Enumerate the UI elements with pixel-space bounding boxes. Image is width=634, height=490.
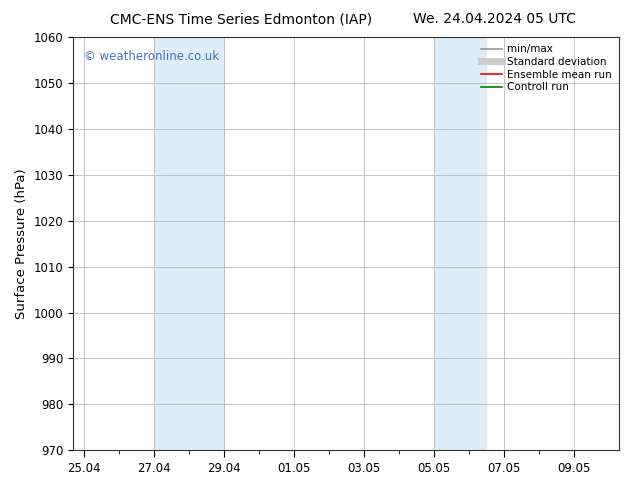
Text: We. 24.04.2024 05 UTC: We. 24.04.2024 05 UTC [413, 12, 576, 26]
Bar [153, 37, 224, 450]
Legend: min/max, Standard deviation, Ensemble mean run, Controll run: min/max, Standard deviation, Ensemble me… [477, 40, 616, 97]
Bar [434, 37, 486, 450]
Text: © weatheronline.co.uk: © weatheronline.co.uk [84, 49, 219, 63]
Text: CMC-ENS Time Series Edmonton (IAP): CMC-ENS Time Series Edmonton (IAP) [110, 12, 372, 26]
Y-axis label: Surface Pressure (hPa): Surface Pressure (hPa) [15, 169, 28, 319]
